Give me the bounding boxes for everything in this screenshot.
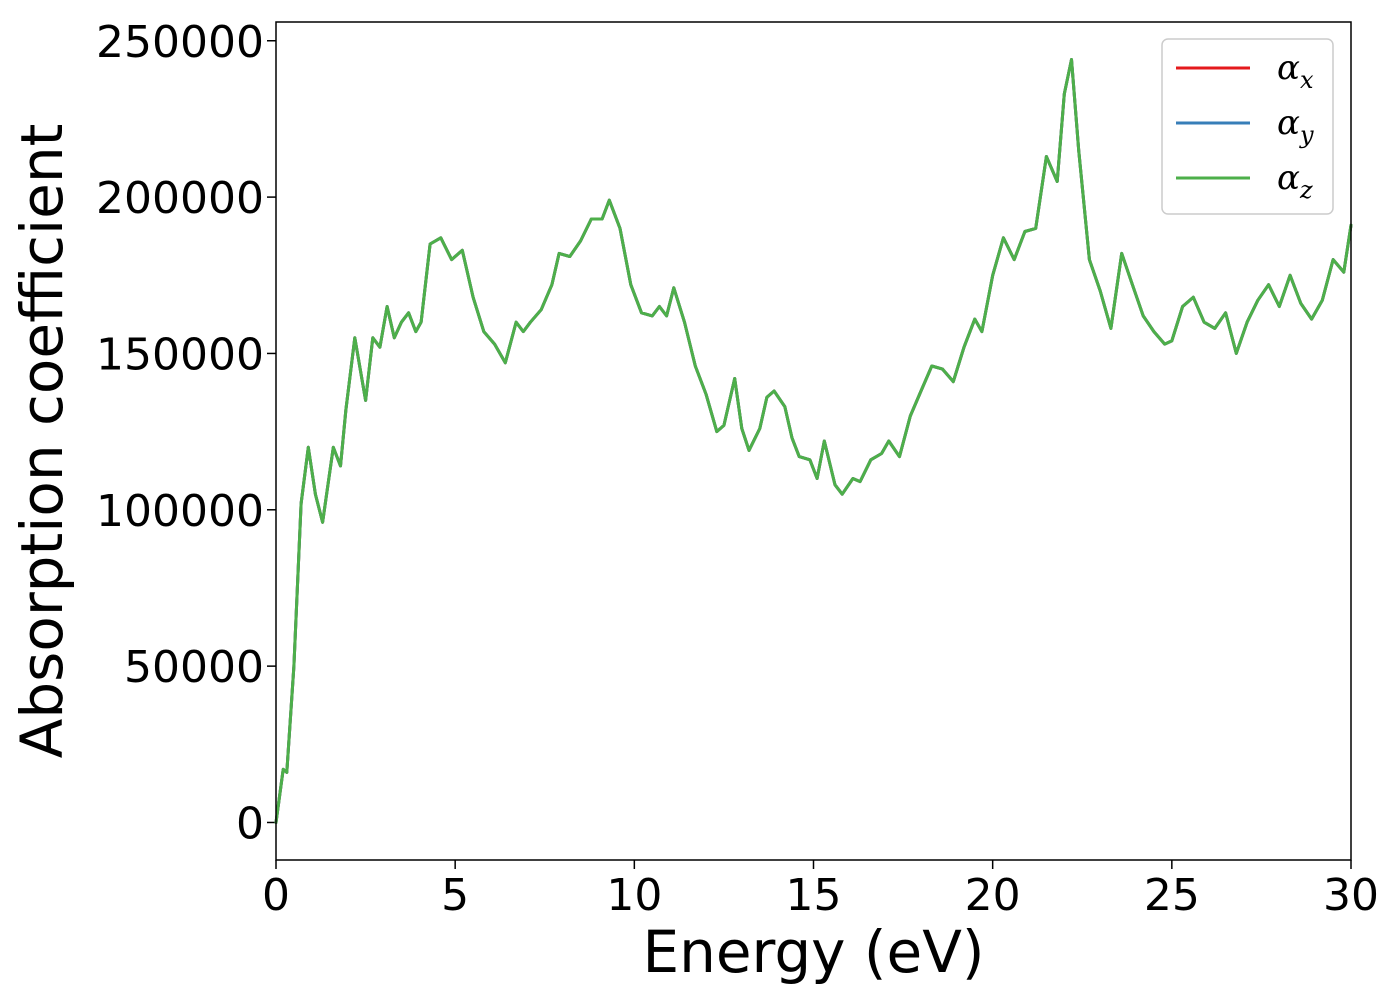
x-tick-label: 5 bbox=[441, 870, 469, 921]
legend-box bbox=[1161, 38, 1334, 215]
plot-frame bbox=[275, 21, 1352, 861]
x-tick-label: 0 bbox=[262, 870, 290, 921]
series-line-z bbox=[274, 58, 1353, 824]
y-tick-label: 100000 bbox=[96, 486, 264, 537]
y-axis-title: Absorption coefficient bbox=[8, 124, 76, 759]
x-tick-label: 20 bbox=[965, 870, 1021, 921]
y-tick-label: 250000 bbox=[96, 17, 264, 68]
legend-subscript: y bbox=[1299, 121, 1314, 149]
x-tick-label: 25 bbox=[1144, 870, 1200, 921]
y-tick-label: 0 bbox=[236, 798, 264, 849]
series-layer bbox=[274, 58, 1353, 824]
x-tick-label: 15 bbox=[786, 870, 842, 921]
ticks-layer: 0 5 10 15 20 25 30 0 50000 100000 150000 200000 2500… bbox=[96, 17, 1379, 921]
x-tick-label: 10 bbox=[606, 870, 662, 921]
y-tick-label: 150000 bbox=[96, 329, 264, 380]
legend-subscript: z bbox=[1299, 176, 1313, 204]
y-tick-label: 200000 bbox=[96, 173, 264, 224]
x-axis-title: Energy (eV) bbox=[642, 918, 984, 986]
y-tick-label: 50000 bbox=[124, 642, 264, 693]
x-tick-label: 30 bbox=[1323, 870, 1379, 921]
legend-label-x: αx bbox=[1277, 48, 1314, 94]
legend-subscript: x bbox=[1300, 66, 1314, 94]
